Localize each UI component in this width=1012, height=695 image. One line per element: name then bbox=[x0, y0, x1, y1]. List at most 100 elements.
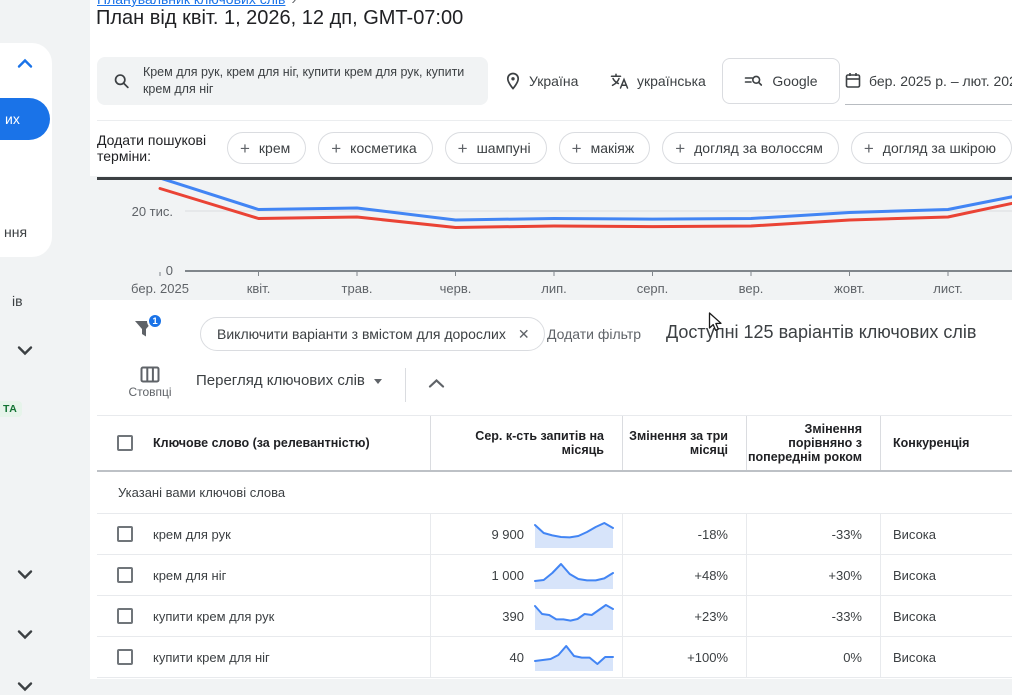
header-avg-searches[interactable]: Сер. к-сть запитів на місяць bbox=[430, 416, 622, 470]
term-chip-label: догляд за шкірою bbox=[882, 140, 996, 156]
sidebar-expand-chevron-down-icon[interactable] bbox=[17, 569, 33, 580]
columns-icon bbox=[140, 366, 160, 383]
sidebar-item-selected[interactable]: их bbox=[0, 98, 50, 140]
header-keyword: Ключове слово (за релевантністю) bbox=[97, 416, 430, 470]
page-title: План від квіт. 1, 2026, 12 дп, GMT-07:00 bbox=[96, 7, 464, 29]
header-three-month-change[interactable]: Змінення за три місяці bbox=[622, 416, 746, 470]
filter-button[interactable]: 1 bbox=[133, 313, 163, 347]
term-chip[interactable]: + догляд за шкірою bbox=[850, 132, 1012, 164]
keyword-cell: купити крем для ніг bbox=[153, 649, 270, 665]
row-checkbox[interactable] bbox=[117, 526, 133, 542]
left-sidebar: их ння ів ТА bbox=[0, 0, 90, 695]
three-month-change-cell: -18% bbox=[622, 514, 746, 554]
row-checkbox[interactable] bbox=[117, 608, 133, 624]
trend-chart-band bbox=[90, 176, 1012, 300]
search-icon bbox=[114, 74, 129, 89]
viewbar-divider bbox=[405, 368, 406, 402]
keyword-cell: крем для рук bbox=[153, 526, 231, 542]
sidebar-item-label[interactable]: ння bbox=[4, 224, 28, 240]
collapse-table-chevron-up-icon[interactable] bbox=[428, 378, 445, 389]
table-header-row: Ключове слово (за релевантністю) Сер. к-… bbox=[97, 415, 1012, 472]
location-selector[interactable]: Україна bbox=[505, 57, 578, 105]
breadcrumb: Планувальник ключових слів › bbox=[97, 0, 296, 7]
chart-clip-edge bbox=[97, 177, 1012, 180]
competition-cell: Висока bbox=[880, 514, 1012, 554]
term-chip[interactable]: + шампуні bbox=[444, 132, 547, 164]
avg-searches-value: 40 bbox=[509, 649, 524, 665]
breadcrumb-separator: › bbox=[291, 0, 296, 7]
table-row[interactable]: крем для рук 9 900 -18% -33% Висока bbox=[97, 514, 1012, 555]
keywords-search-value: Крем для рук, крем для ніг, купити крем … bbox=[142, 65, 465, 96]
plus-icon: + bbox=[239, 138, 250, 158]
term-chip-label: крем bbox=[258, 140, 291, 156]
header-yoy-change[interactable]: Змінення порівняно з попереднім роком bbox=[746, 416, 880, 470]
sidebar-expand-chevron-down-icon[interactable] bbox=[17, 681, 33, 692]
x-axis-label: вер. bbox=[738, 281, 764, 296]
available-keywords-count: Доступні 125 варіантів ключових слів bbox=[666, 322, 977, 342]
three-month-change-cell: +100% bbox=[622, 637, 746, 677]
language-label: українська bbox=[637, 73, 706, 89]
avg-searches-value: 390 bbox=[502, 608, 524, 624]
x-axis-label: квіт. bbox=[246, 281, 271, 296]
location-label: Україна bbox=[529, 73, 579, 89]
x-axis-label: жовт. bbox=[834, 281, 865, 296]
remove-filter-icon[interactable]: ✕ bbox=[517, 325, 530, 342]
search-network-icon bbox=[745, 75, 763, 86]
term-chip-label: шампуні bbox=[476, 140, 531, 156]
active-filter-label: Виключити варіанти з вмістом для доросли… bbox=[217, 326, 506, 342]
x-axis-label: трав. bbox=[341, 281, 373, 296]
sidebar-expand-chevron-down-icon[interactable] bbox=[17, 629, 33, 640]
term-chip[interactable]: + косметика bbox=[318, 132, 433, 164]
three-month-change-cell: +23% bbox=[622, 596, 746, 636]
breadcrumb-link[interactable]: Планувальник ключових слів bbox=[97, 0, 285, 7]
term-chip[interactable]: + макіяж bbox=[558, 132, 651, 164]
three-month-change-cell: +48% bbox=[622, 555, 746, 595]
chevron-down-icon bbox=[373, 379, 382, 384]
sidebar-expand-chevron-down-icon[interactable] bbox=[17, 345, 33, 356]
select-all-checkbox[interactable] bbox=[117, 435, 133, 451]
table-row[interactable]: купити крем для ніг 40 +100% 0% Висока bbox=[97, 637, 1012, 678]
table-row[interactable]: купити крем для рук 390 +23% -33% Висока bbox=[97, 596, 1012, 637]
sidebar-item-selected-label: их bbox=[5, 111, 20, 127]
keyword-cell: купити крем для рук bbox=[153, 608, 275, 624]
x-axis-label: лист. bbox=[933, 281, 963, 296]
x-axis-label: лип. bbox=[541, 281, 567, 296]
network-selector-button[interactable]: Google bbox=[722, 58, 840, 104]
sidebar-item-label[interactable]: ів bbox=[12, 293, 23, 309]
add-terms-label: Додати пошукові терміни: bbox=[97, 132, 207, 164]
sparkline-chart bbox=[534, 563, 614, 589]
term-chip[interactable]: + крем bbox=[226, 132, 307, 164]
x-axis-label: бер. 2025 bbox=[131, 281, 189, 296]
avg-searches-value: 9 900 bbox=[491, 526, 524, 542]
yoy-change-cell: -33% bbox=[746, 596, 880, 636]
plus-icon: + bbox=[457, 138, 468, 158]
y-axis-tick-20k: 20 тис. bbox=[131, 204, 173, 219]
plus-icon: + bbox=[331, 138, 342, 158]
keyword-view-dropdown[interactable]: Перегляд ключових слів bbox=[196, 372, 382, 389]
add-terms-row: Додати пошукові терміни: + крем + космет… bbox=[97, 130, 1012, 166]
table-row[interactable]: крем для ніг 1 000 +48% +30% Висока bbox=[97, 555, 1012, 596]
x-axis-label: серп. bbox=[636, 281, 669, 296]
sparkline-chart bbox=[534, 522, 614, 548]
add-filter-button[interactable]: Додати фільтр bbox=[547, 326, 642, 342]
keywords-search-input[interactable]: Крем для рук, крем для ніг, купити крем … bbox=[97, 57, 488, 105]
row-checkbox[interactable] bbox=[117, 567, 133, 583]
competition-cell: Висока bbox=[880, 637, 1012, 677]
header-keyword-label[interactable]: Ключове слово (за релевантністю) bbox=[153, 436, 370, 450]
columns-button[interactable]: Стовпці bbox=[126, 366, 174, 399]
header-competition[interactable]: Конкуренція bbox=[880, 416, 1012, 470]
x-axis-label: черв. bbox=[439, 281, 472, 296]
yoy-change-cell: +30% bbox=[746, 555, 880, 595]
sidebar-collapse-chevron-up-icon[interactable] bbox=[17, 58, 33, 69]
plus-icon: + bbox=[571, 138, 582, 158]
term-chip-label: косметика bbox=[350, 140, 417, 156]
date-range-label: бер. 2025 р. – лют. 2026 р. bbox=[869, 72, 1012, 89]
y-axis-tick-0: 0 bbox=[165, 263, 173, 278]
active-filter-chip[interactable]: Виключити варіанти з вмістом для доросли… bbox=[200, 317, 545, 351]
keyword-cell: крем для ніг bbox=[153, 567, 227, 583]
language-selector[interactable]: українська bbox=[610, 57, 706, 105]
date-range-selector[interactable]: бер. 2025 р. – лют. 2026 р. bbox=[845, 57, 1012, 105]
term-chip[interactable]: + догляд за волоссям bbox=[662, 132, 839, 164]
row-checkbox[interactable] bbox=[117, 649, 133, 665]
